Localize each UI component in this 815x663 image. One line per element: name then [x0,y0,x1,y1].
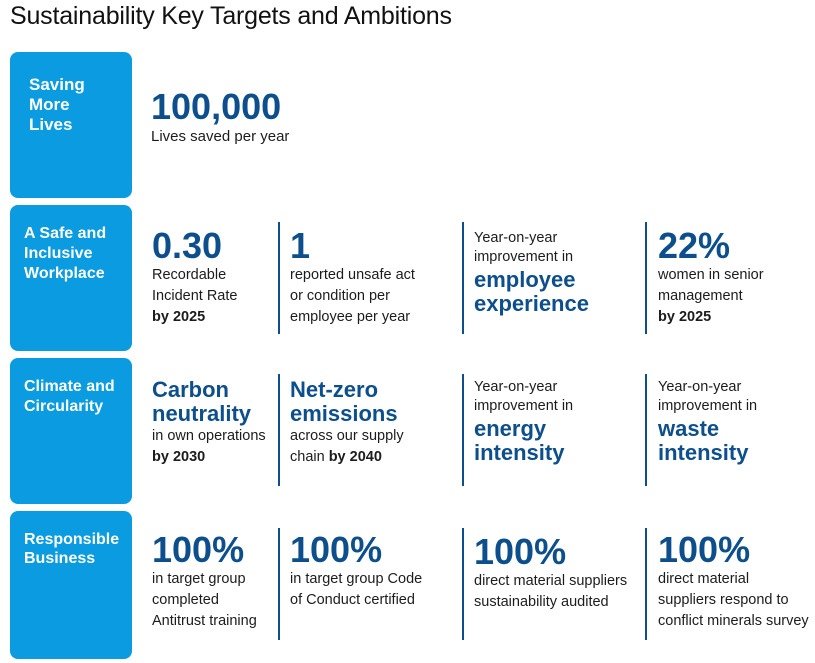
target-antitrust-training: 100% in target group completed Antitrust… [152,531,322,632]
target-unsafe-acts: 1 reported unsafe act or condition per e… [290,227,460,328]
row-label-line: Business [24,550,96,567]
target-description: management [658,288,743,304]
target-suppliers-audited: 100% direct material suppliers sustainab… [474,533,644,613]
target-value: 100% [152,529,245,570]
target-employee-experience: Year-on-year improvement in employee exp… [474,228,644,316]
target-waste-intensity: Year-on-year improvement in waste intens… [658,377,815,465]
target-description: direct material suppliers [474,573,628,589]
row-label-safe-inclusive-workplace: A Safe and Inclusive Workplace [10,205,132,351]
column-divider [278,528,280,640]
target-description: Year-on-year [474,230,558,246]
target-description: in target group [152,571,246,587]
row-label-saving-more-lives: Saving More Lives [10,52,132,198]
target-description: women in senior [658,267,764,283]
target-description: Year-on-year [658,379,742,395]
target-deadline: by 2025 [658,309,712,325]
target-net-zero-emissions: Net-zero emissions across our supply cha… [290,378,460,468]
target-value: 100% [474,531,567,572]
target-description: conflict minerals survey [658,613,809,629]
target-value: 100% [290,529,383,570]
target-carbon-neutrality: Carbon neutrality in own operations by 2… [152,378,322,468]
target-deadline: by 2040 [328,449,382,465]
target-description: direct material [658,571,750,587]
target-description: in target group Code [290,571,423,587]
target-description: chain by 2040 [290,447,460,468]
target-value: 1 [290,225,311,266]
column-divider [462,528,464,640]
target-description: reported unsafe act [290,267,415,283]
column-divider [645,222,647,334]
target-emphasis: intensity [474,440,565,465]
target-description: sustainability audited [474,594,609,610]
target-deadline: by 2025 [152,309,206,325]
target-description: across our supply [290,428,404,444]
column-divider [462,374,464,486]
row-label-responsible-business: Responsible Business [10,511,132,659]
target-emphasis: intensity [658,440,749,465]
target-description: Lives saved per year [151,128,290,145]
target-description-tail: chain [290,449,325,465]
target-description: improvement in [474,249,574,265]
target-value: 100,000 [151,86,282,127]
row-label-line: Workplace [24,265,105,282]
column-divider [645,374,647,486]
target-conflict-minerals: 100% direct material suppliers respond t… [658,531,815,632]
column-divider [278,222,280,334]
target-description: or condition per [290,288,390,304]
target-value: 0.30 [152,225,223,266]
target-value: 100% [658,529,751,570]
row-label-line: A Safe and [24,225,107,242]
row-label-line: Lives [29,115,73,134]
row-label-line: Climate and [24,378,115,395]
column-divider [278,374,280,486]
target-emphasis: experience [474,291,589,316]
target-description: Antitrust training [152,613,257,629]
target-description: improvement in [658,398,758,414]
page-title: Sustainability Key Targets and Ambitions [10,2,452,30]
target-description: Incident Rate [152,288,238,304]
target-description: employee per year [290,309,411,325]
target-code-of-conduct: 100% in target group Code of Conduct cer… [290,531,460,611]
target-incident-rate: 0.30 Recordable Incident Rate by 2025 [152,227,322,328]
target-description: improvement in [474,398,574,414]
row-label-line: Responsible [24,531,120,548]
target-description: Year-on-year [474,379,558,395]
row-label-line: Inclusive [24,245,93,262]
target-emphasis: neutrality [152,401,252,426]
target-description: completed [152,592,219,608]
target-description: in own operations [152,428,266,444]
target-emphasis: energy [474,416,547,441]
target-description: suppliers respond to [658,592,789,608]
column-divider [645,528,647,640]
column-divider [462,222,464,334]
row-label-line: Saving [29,75,85,94]
target-deadline: by 2030 [152,449,206,465]
target-emphasis: emissions [290,401,398,426]
target-description: of Conduct certified [290,592,415,608]
row-label-climate-circularity: Climate and Circularity [10,358,132,504]
target-women-senior-management: 22% women in senior management by 2025 [658,227,815,328]
target-emphasis: employee [474,267,576,292]
target-energy-intensity: Year-on-year improvement in energy inten… [474,377,644,465]
target-description: Recordable [152,267,227,283]
target-emphasis: Carbon [152,377,229,402]
target-value: 22% [658,225,731,266]
target-emphasis: waste [658,416,720,441]
target-emphasis: Net-zero [290,377,379,402]
row-label-line: Circularity [24,398,104,415]
target-lives-saved: 100,000 Lives saved per year [151,88,411,147]
row-label-line: More [29,95,70,114]
